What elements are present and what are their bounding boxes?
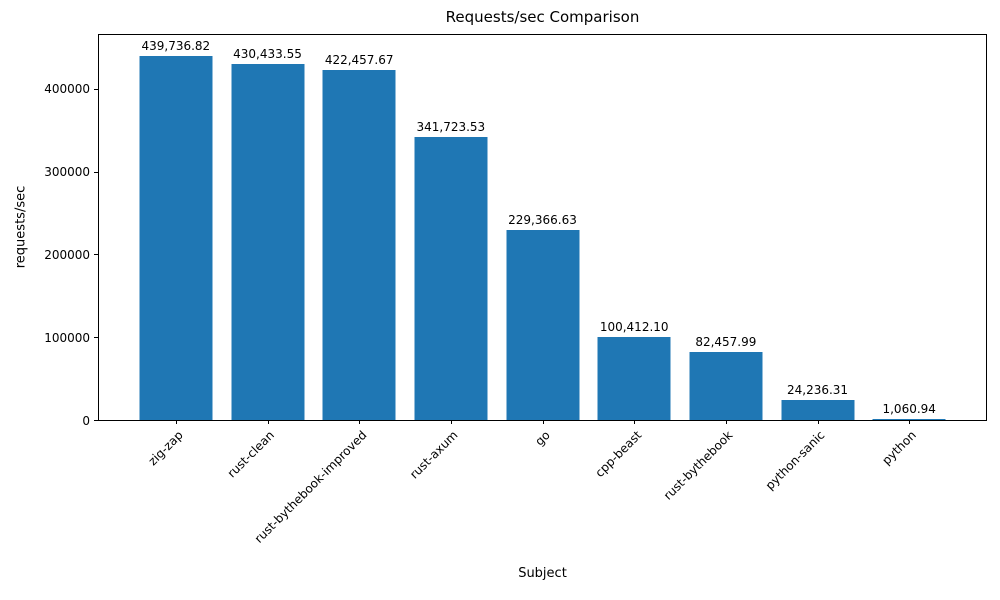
x-axis-tick <box>175 420 177 424</box>
y-axis-tick <box>94 420 98 421</box>
y-axis-tick <box>94 337 98 339</box>
x-tick-label: rust-clean <box>224 428 278 481</box>
bar-slot: 430,433.55 rust-clean <box>222 35 314 480</box>
x-axis-tick <box>359 420 361 424</box>
y-axis-label: requests/sec <box>13 185 29 269</box>
bar-value-label: 422,457.67 <box>324 53 394 68</box>
y-axis-tick <box>94 171 98 173</box>
bar <box>597 336 671 420</box>
y-tick-label: 100000 <box>44 330 90 345</box>
x-tick-label: rust-bythebook <box>661 428 736 503</box>
y-axis-tick <box>94 254 98 256</box>
bar <box>689 351 763 420</box>
bar <box>781 399 855 420</box>
x-axis-tick <box>634 420 636 424</box>
x-axis-tick <box>817 420 819 424</box>
x-axis-tick <box>450 420 452 424</box>
bar <box>322 70 396 420</box>
bar-value-label: 100,412.10 <box>599 319 669 334</box>
x-tick-label: cpp-beast <box>592 428 645 480</box>
bar <box>139 55 213 420</box>
y-tick-label: 400000 <box>44 82 90 97</box>
bar <box>231 63 304 420</box>
bar-value-label: 24,236.31 <box>786 382 849 397</box>
bar-value-label: 439,736.82 <box>141 38 211 53</box>
y-axis-tick <box>94 88 98 90</box>
x-tick-label: python-sanic <box>762 428 828 493</box>
bar-value-label: 1,060.94 <box>882 402 936 417</box>
x-axis-tick <box>909 420 911 424</box>
x-axis-tick <box>725 420 727 424</box>
x-tick-label: rust-axum <box>407 428 461 482</box>
y-tick-label: 0 <box>82 413 90 428</box>
y-tick-label: 200000 <box>44 247 90 262</box>
bar-slot: 82,457.99 rust-bythebook <box>661 35 772 503</box>
bar-slot: 1,060.94 python <box>863 35 955 468</box>
bar <box>872 419 946 420</box>
x-axis-tick <box>542 420 544 424</box>
x-tick-label: zig-zap <box>145 428 186 469</box>
bar-value-label: 430,433.55 <box>233 46 302 61</box>
bars-container: 439,736.82 zig-zap 430,433.55 rust-clean 422… <box>130 35 955 546</box>
x-axis-label: Subject <box>518 566 567 581</box>
bar-slot: 439,736.82 zig-zap <box>130 35 222 468</box>
plot-area: 0 100000 200000 300000 400000 439,736.82 zig-… <box>44 34 987 546</box>
y-tick-label: 300000 <box>44 165 90 180</box>
x-axis-tick <box>267 420 269 424</box>
bar-slot: 100,412.10 cpp-beast <box>588 35 680 480</box>
bar-slot: 24,236.31 python-sanic <box>763 35 864 493</box>
bar <box>506 230 580 420</box>
bar-slot: 422,457.67 rust-bythebook-improved <box>251 35 405 546</box>
chart-title: Requests/sec Comparison <box>445 8 640 26</box>
bar-slot: 229,366.63 go <box>497 35 589 448</box>
bar-slot: 341,723.53 rust-axum <box>405 35 497 481</box>
x-tick-label: go <box>531 428 553 449</box>
x-tick-label: python <box>879 428 920 468</box>
bar <box>414 137 488 420</box>
bar-value-label: 229,366.63 <box>508 213 577 228</box>
bar-value-label: 341,723.53 <box>416 120 486 135</box>
bar-value-label: 82,457.99 <box>695 334 757 349</box>
